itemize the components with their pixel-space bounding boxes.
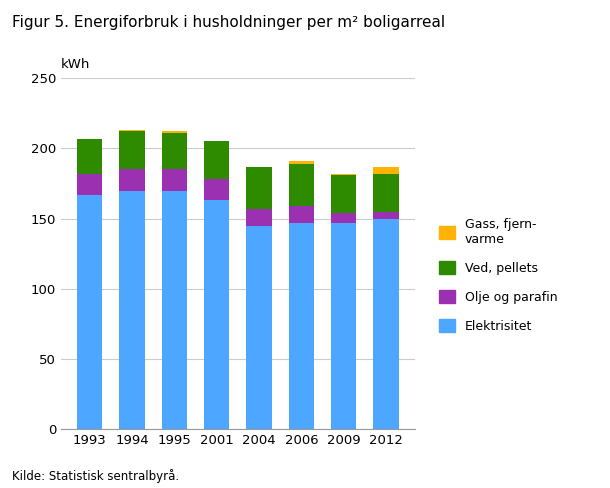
Bar <box>162 131 187 133</box>
Bar <box>77 139 102 174</box>
Bar <box>77 195 102 429</box>
Bar <box>246 225 272 429</box>
Bar <box>204 201 229 429</box>
Bar <box>204 179 229 201</box>
Bar <box>120 131 145 169</box>
Bar <box>77 174 102 195</box>
Text: Figur 5. Energiforbruk i husholdninger per m² boligarreal: Figur 5. Energiforbruk i husholdninger p… <box>12 15 445 30</box>
Text: Kilde: Statistisk sentralbyrå.: Kilde: Statistisk sentralbyrå. <box>12 469 179 483</box>
Bar <box>289 164 314 206</box>
Bar <box>246 209 272 225</box>
Bar <box>204 142 229 179</box>
Bar <box>373 212 399 219</box>
Bar <box>331 213 356 223</box>
Bar <box>289 161 314 164</box>
Bar <box>162 133 187 169</box>
Bar <box>373 219 399 429</box>
Bar <box>289 206 314 223</box>
Bar <box>120 130 145 131</box>
Bar <box>162 190 187 429</box>
Bar <box>289 223 314 429</box>
Bar <box>331 175 356 213</box>
Bar <box>373 174 399 212</box>
Bar <box>331 223 356 429</box>
Bar <box>162 169 187 190</box>
Bar <box>120 169 145 190</box>
Bar <box>120 190 145 429</box>
Bar <box>373 166 399 174</box>
Bar <box>246 166 272 209</box>
Legend: Gass, fjern-
varme, Ved, pellets, Olje og parafin, Elektrisitet: Gass, fjern- varme, Ved, pellets, Olje o… <box>439 218 558 333</box>
Text: kWh: kWh <box>61 58 90 71</box>
Bar <box>331 174 356 175</box>
